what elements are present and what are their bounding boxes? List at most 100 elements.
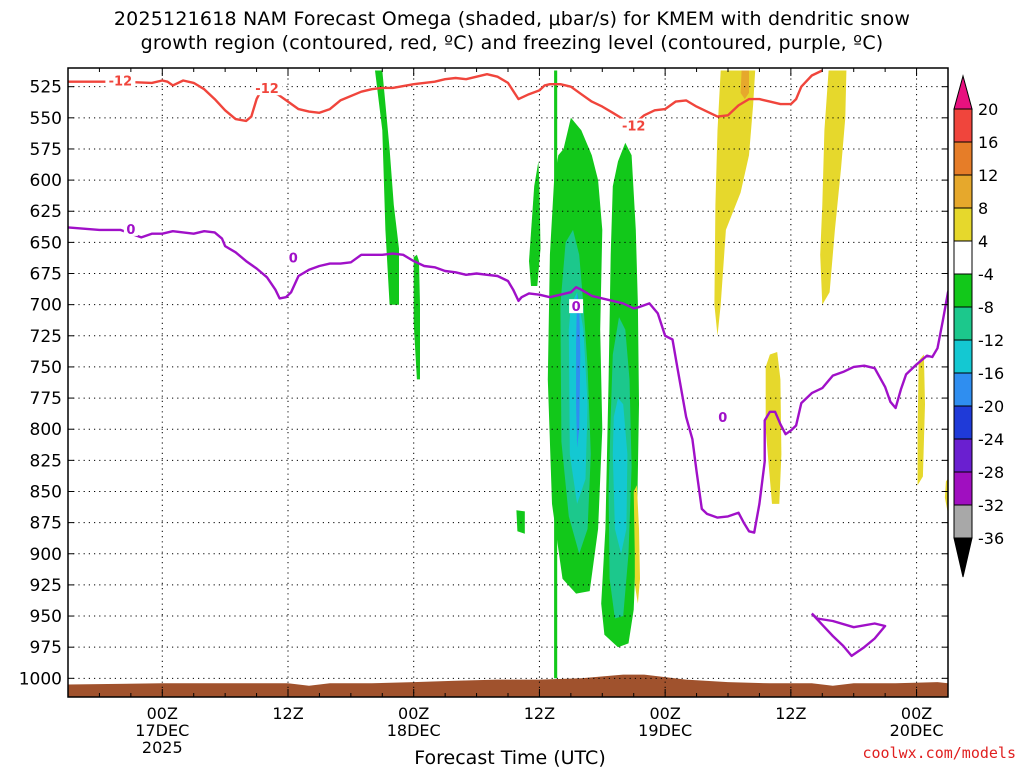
- contour-label-bg: [569, 299, 584, 314]
- contour-0: [68, 69, 823, 126]
- y-tick-label: 925: [30, 576, 62, 596]
- contour-label: 0: [126, 223, 135, 238]
- omega-region-11: [576, 292, 581, 448]
- colorbar-swatch: [953, 372, 973, 407]
- y-tick-label: 775: [30, 389, 62, 409]
- colorbar-label: -16: [978, 364, 1004, 383]
- x-tick-label: 00Z: [398, 704, 429, 723]
- omega-region-13: [714, 70, 756, 336]
- contour-label-bg: [105, 73, 136, 88]
- y-tick-label: 825: [30, 451, 62, 471]
- y-tick-label: 875: [30, 514, 62, 534]
- colorbar-label: -28: [978, 463, 1004, 482]
- x-tick-date: 17DEC: [135, 721, 189, 740]
- omega-region-16: [820, 70, 847, 305]
- colorbar-label: -4: [978, 265, 994, 284]
- y-tick-label: 900: [30, 545, 62, 565]
- chart-title-line1: 2025121618 NAM Forecast Omega (shaded, μ…: [113, 8, 911, 30]
- colorbar-arrow-top: [953, 74, 973, 110]
- colorbar-swatch: [953, 141, 973, 176]
- omega-region-2: [516, 510, 525, 534]
- colorbar-arrow-bottom: [953, 537, 973, 578]
- y-tick-label: 650: [30, 233, 62, 253]
- chart-title-line2: growth region (contoured, red, ºC) and f…: [140, 32, 884, 54]
- y-tick-label: 725: [30, 327, 62, 347]
- plot-area: -12 -12 -12 0 0 0 0: [68, 68, 948, 697]
- colorbar-swatch: [953, 273, 973, 308]
- omega-region-15: [765, 352, 782, 504]
- colorbar-swatch: [953, 306, 973, 341]
- axes: 525 550 575 600 625 650 675 700 725 750 775 800 825 8…: [19, 67, 949, 757]
- colorbar-label: 12: [978, 166, 998, 185]
- contour-label: 0: [289, 252, 298, 267]
- y-tick-label: 950: [30, 607, 62, 627]
- x-tick-date: 20DEC: [890, 721, 944, 740]
- colorbar-swatch: [953, 471, 973, 506]
- colorbar-swatch: [953, 405, 973, 440]
- colorbar-label: 4: [978, 232, 988, 251]
- y-tick-label: 675: [30, 265, 62, 285]
- contour-2: [810, 612, 887, 658]
- colorbar-label: -8: [978, 298, 994, 317]
- contour-1: [68, 226, 948, 534]
- colorbar-label: 20: [978, 100, 998, 119]
- colorbar-swatch: [953, 174, 973, 209]
- contour-label: -12: [109, 75, 133, 90]
- contour-label: -12: [255, 82, 279, 97]
- omega-region-0: [375, 70, 399, 305]
- x-tick-label: 12Z: [272, 704, 303, 723]
- omega-region-18: [944, 478, 948, 514]
- colorbar-label: -20: [978, 397, 1004, 416]
- colorbar-swatch: [953, 504, 973, 539]
- colorbar-swatch: [953, 339, 973, 374]
- x-tick-year: 2025: [142, 738, 183, 757]
- plot-inner: -12 -12 -12 0 0 0 0: [68, 68, 948, 697]
- x-tick-date: 18DEC: [387, 721, 441, 740]
- y-tick-label: 550: [30, 109, 62, 129]
- colorbar-swatch: [953, 240, 973, 275]
- y-tick-label: 625: [30, 202, 62, 222]
- contour-label-bg: [286, 250, 301, 265]
- y-tick-label: 700: [30, 296, 62, 316]
- contour-label: 0: [718, 411, 727, 426]
- x-tick-label: 00Z: [649, 704, 680, 723]
- colorbar-label: -12: [978, 331, 1004, 350]
- omega-region-3: [529, 161, 541, 286]
- contour-label: 0: [572, 300, 581, 315]
- x-tick-label: 12Z: [775, 704, 806, 723]
- contour-label: -12: [622, 120, 646, 135]
- plot-background: [68, 68, 948, 697]
- omega-region-1: [413, 254, 420, 380]
- y-tick-label: 975: [30, 638, 62, 658]
- omega-region-14: [740, 70, 749, 100]
- credit-text: coolwx.com/models: [862, 744, 1016, 762]
- y-tick-label: 800: [30, 420, 62, 440]
- y-tick-label: 575: [30, 140, 62, 160]
- y-tick-label: 750: [30, 358, 62, 378]
- contour-label-bg: [123, 221, 138, 236]
- x-tick-label: 12Z: [524, 704, 555, 723]
- x-tick-label: 00Z: [147, 704, 178, 723]
- y-tick-label: 850: [30, 482, 62, 502]
- omega-region-17: [917, 354, 925, 486]
- y-tick-label: 525: [30, 78, 62, 98]
- colorbar-label: 16: [978, 133, 998, 152]
- x-tick-date: 19DEC: [638, 721, 692, 740]
- x-axis-label: Forecast Time (UTC): [414, 747, 605, 768]
- colorbar-swatch: [953, 207, 973, 242]
- omega-region-10: [612, 398, 628, 554]
- contour-label-bg: [252, 81, 283, 96]
- colorbar-label: 8: [978, 199, 988, 218]
- omega-region-12: [633, 485, 640, 604]
- x-tick-label: 00Z: [901, 704, 932, 723]
- colorbar: 20 16 12 8 4 -4 -8 -12 -16 -20 -24 -28 -32 -36: [953, 74, 1004, 578]
- colorbar-label: -32: [978, 496, 1004, 515]
- contour-label-bg: [618, 118, 649, 133]
- colorbar-label: -24: [978, 430, 1004, 449]
- y-tick-label: 600: [30, 171, 62, 191]
- contour-label-bg: [715, 409, 730, 424]
- colorbar-label: -36: [978, 529, 1004, 548]
- colorbar-swatch: [953, 108, 973, 143]
- colorbar-swatch: [953, 438, 973, 473]
